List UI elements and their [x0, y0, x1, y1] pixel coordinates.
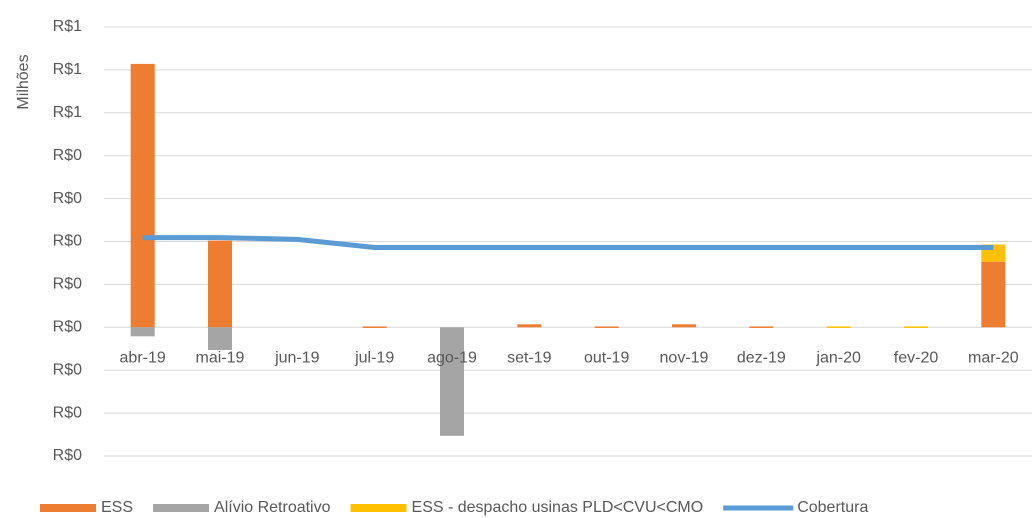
y-tick-label: R$0 — [53, 233, 82, 250]
bar — [208, 327, 232, 351]
bar — [440, 327, 464, 436]
legend-label: ESS — [101, 499, 133, 516]
bar — [130, 327, 155, 337]
x-tick-label: nov-19 — [660, 350, 709, 367]
bar — [749, 326, 774, 328]
x-tick-label: abr-19 — [120, 350, 166, 367]
legend-swatch — [153, 504, 210, 512]
x-tick-label: out-19 — [584, 350, 629, 367]
legend-label: ESS - despacho usinas PLD<CVU<CMO — [412, 499, 704, 516]
y-tick-label: R$1 — [53, 104, 82, 121]
bar — [904, 326, 928, 328]
x-tick-label: mai-19 — [196, 350, 245, 367]
x-tick-label: fev-20 — [894, 350, 939, 367]
legend-label: Cobertura — [797, 499, 868, 516]
bar — [594, 326, 619, 328]
x-tick-label: dez-19 — [737, 350, 786, 367]
x-tick-label: ago-19 — [427, 350, 477, 367]
y-axis-title: Milhões — [15, 54, 32, 109]
y-tick-label: R$0 — [53, 190, 82, 207]
bar — [208, 240, 232, 328]
y-tick-label: R$0 — [53, 404, 82, 421]
y-tick-label: R$1 — [53, 61, 82, 78]
bar — [362, 326, 387, 328]
bar — [517, 324, 542, 328]
x-tick-label: jul-19 — [354, 350, 394, 367]
x-tick-label: set-19 — [507, 350, 552, 367]
legend-swatch — [40, 504, 96, 512]
legend-swatch — [350, 504, 407, 512]
line — [142, 235, 994, 251]
bar — [130, 63, 155, 328]
y-tick-label: R$1 — [53, 18, 82, 35]
y-tick-label: R$0 — [53, 361, 82, 378]
y-tick-label: R$0 — [53, 147, 82, 164]
bar — [672, 324, 696, 328]
y-tick-label: R$0 — [53, 319, 82, 336]
x-tick-label: jun-19 — [274, 350, 320, 367]
bar — [826, 326, 851, 328]
y-tick-label: R$0 — [53, 447, 82, 464]
x-tick-label: mar-20 — [968, 350, 1019, 367]
legend-label: Alívio Retroativo — [214, 499, 331, 516]
bar — [981, 261, 1006, 328]
y-tick-label: R$0 — [53, 276, 82, 293]
x-tick-label: jan-20 — [815, 350, 861, 367]
